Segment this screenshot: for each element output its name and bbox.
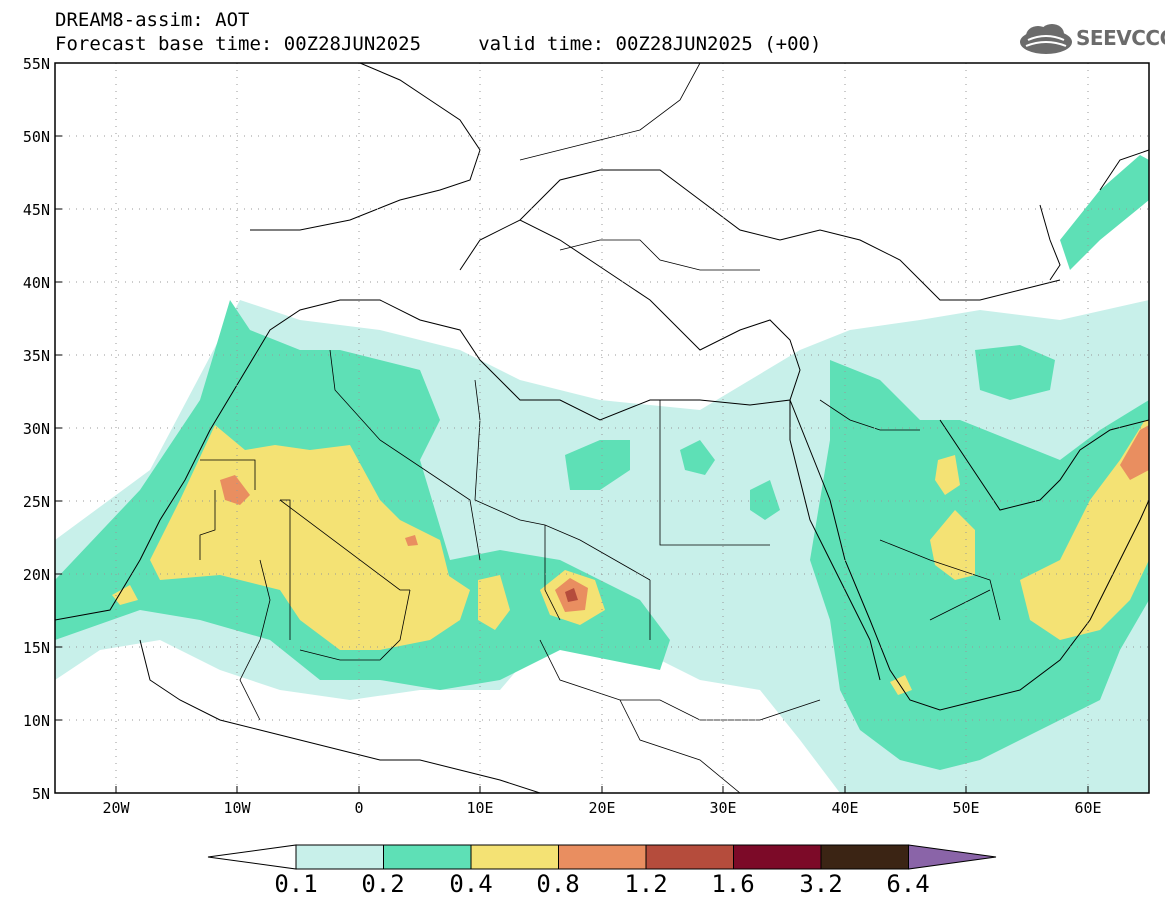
aot-contour-0.2 <box>1060 155 1149 270</box>
aot-contour-0.2 <box>810 360 1149 770</box>
aot-contour-0.2 <box>680 440 715 475</box>
colorbar <box>207 844 997 870</box>
colorbar-under-arrow <box>207 844 297 870</box>
colorbar-segment <box>470 844 559 870</box>
aot-contour-0.8 <box>405 535 418 546</box>
lon-label: 40E <box>831 799 859 817</box>
axis-ticks <box>55 135 1089 793</box>
lon-label: 60E <box>1074 799 1102 817</box>
lat-label: 40N <box>22 274 50 292</box>
colorbar-label: 0.8 <box>536 870 580 898</box>
aot-contour-0.8 <box>1120 425 1149 480</box>
aot-contour-0.4 <box>410 570 470 630</box>
lat-label: 10N <box>22 712 50 730</box>
cloud-icon <box>1020 24 1072 54</box>
colorbar-label: 1.2 <box>624 870 668 898</box>
aot-contour-0.4 <box>930 510 975 580</box>
lat-label: 20N <box>22 566 50 584</box>
colorbar-label: 6.4 <box>886 870 930 898</box>
aot-contour-0.2 <box>975 345 1055 400</box>
country-borders <box>199 63 1001 793</box>
colorbar-label: 0.4 <box>449 870 493 898</box>
colorbar-label: 0.2 <box>361 870 405 898</box>
lon-label: 0 <box>354 799 364 817</box>
aot-contour-0.2 <box>565 440 630 490</box>
lat-label: 45N <box>22 201 50 219</box>
lat-label: 5N <box>31 785 50 803</box>
aot-field <box>55 155 1149 793</box>
aot-contour-1.2 <box>565 588 578 602</box>
colorbar-label: 1.6 <box>711 870 755 898</box>
colorbar-segment <box>820 844 909 870</box>
colorbar-segment <box>558 844 647 870</box>
aot-contour-0.8 <box>220 475 250 505</box>
colorbar-over-arrow <box>908 844 997 870</box>
aot-contour-0.4 <box>478 575 510 630</box>
lat-label: 50N <box>22 128 50 146</box>
colorbar-label: 0.1 <box>274 870 318 898</box>
lon-label: 10E <box>466 799 494 817</box>
lon-label: 50E <box>952 799 980 817</box>
seevccc-logo: SEEVCCC <box>1018 22 1165 58</box>
forecast-time-line: Forecast base time: 00Z28JUN2025 valid t… <box>55 33 822 55</box>
aot-contour-0.4 <box>112 585 138 605</box>
lat-label: 35N <box>22 347 50 365</box>
lat-label: 15N <box>22 639 50 657</box>
colorbar-label: 3.2 <box>799 870 843 898</box>
gridlines <box>55 63 1149 793</box>
aot-contour-0.4 <box>1020 420 1149 640</box>
aot-contour-0.4 <box>935 455 960 495</box>
map-title: DREAM8-assim: AOT <box>55 9 250 31</box>
colorbar-segment <box>295 844 384 870</box>
lon-label: 10W <box>223 799 251 817</box>
logo-text: SEEVCCC <box>1076 26 1165 50</box>
colorbar-segment <box>733 844 822 870</box>
aot-contour-0.4 <box>890 675 912 695</box>
aot-contour-0.2 <box>750 480 780 520</box>
colorbar-segment <box>645 844 734 870</box>
coastlines <box>55 63 1149 793</box>
lat-label: 25N <box>22 493 50 511</box>
lat-label: 30N <box>22 420 50 438</box>
lat-label: 55N <box>22 55 50 73</box>
lon-label: 20E <box>588 799 616 817</box>
lon-label: 20W <box>102 799 130 817</box>
lon-label: 30E <box>709 799 737 817</box>
colorbar-segment <box>383 844 472 870</box>
